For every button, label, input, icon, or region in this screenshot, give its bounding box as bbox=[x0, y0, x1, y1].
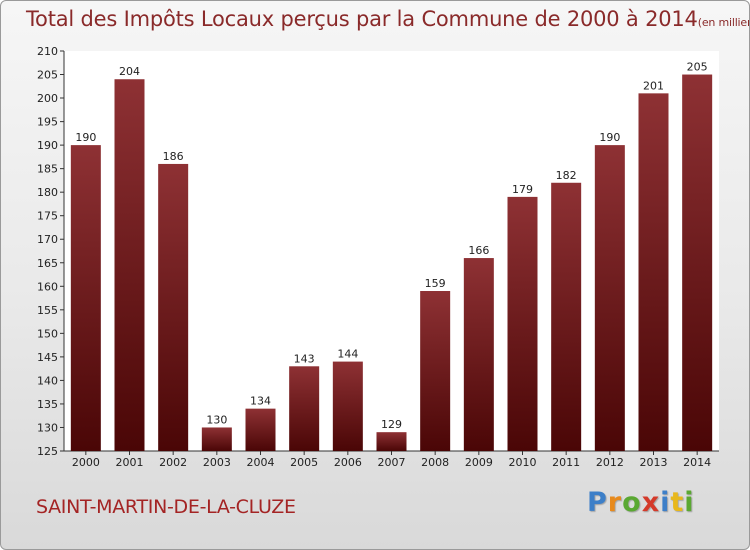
data-label: 144 bbox=[337, 348, 358, 361]
bar bbox=[201, 427, 232, 451]
y-tick-label: 175 bbox=[37, 210, 58, 223]
bar bbox=[638, 93, 669, 452]
x-tick-label: 2007 bbox=[378, 456, 406, 469]
data-label: 134 bbox=[250, 395, 271, 408]
y-tick-label: 125 bbox=[37, 445, 58, 458]
x-tick-label: 2003 bbox=[203, 456, 231, 469]
y-tick-label: 155 bbox=[37, 304, 58, 317]
bar bbox=[420, 291, 451, 451]
x-tick-label: 2001 bbox=[116, 456, 144, 469]
y-tick-label: 160 bbox=[37, 280, 58, 293]
bar bbox=[594, 145, 625, 451]
x-tick-label: 2009 bbox=[465, 456, 493, 469]
y-tick-label: 145 bbox=[37, 351, 58, 364]
y-tick-label: 135 bbox=[37, 398, 58, 411]
data-label: 201 bbox=[643, 79, 664, 92]
bar bbox=[507, 196, 538, 451]
y-tick-label: 190 bbox=[37, 139, 58, 152]
logo-letter: o bbox=[622, 487, 642, 518]
y-tick-label: 205 bbox=[37, 69, 58, 82]
y-tick-label: 140 bbox=[37, 374, 58, 387]
bar bbox=[289, 366, 320, 451]
bar bbox=[551, 182, 582, 451]
x-tick-label: 2010 bbox=[509, 456, 537, 469]
x-tick-label: 2008 bbox=[421, 456, 449, 469]
y-tick-label: 170 bbox=[37, 233, 58, 246]
data-label: 205 bbox=[687, 61, 708, 74]
bar bbox=[245, 408, 276, 451]
bar bbox=[463, 258, 494, 451]
bar bbox=[682, 74, 713, 451]
data-label: 190 bbox=[75, 131, 96, 144]
data-label: 190 bbox=[599, 131, 620, 144]
data-label: 182 bbox=[556, 169, 577, 182]
chart-title: Total des Impôts Locaux perçus par la Co… bbox=[26, 7, 749, 31]
y-tick-label: 180 bbox=[37, 186, 58, 199]
data-label: 179 bbox=[512, 183, 533, 196]
x-tick-label: 2013 bbox=[640, 456, 668, 469]
bar bbox=[332, 361, 363, 451]
x-tick-label: 2006 bbox=[334, 456, 362, 469]
x-tick-label: 2000 bbox=[72, 456, 100, 469]
data-label: 159 bbox=[425, 277, 446, 290]
logo-letter: P bbox=[587, 487, 608, 518]
x-tick-label: 2002 bbox=[159, 456, 187, 469]
y-tick-label: 185 bbox=[37, 163, 58, 176]
data-label: 204 bbox=[119, 65, 140, 78]
y-tick-label: 200 bbox=[37, 92, 58, 105]
data-label: 186 bbox=[163, 150, 184, 163]
commune-name: SAINT-MARTIN-DE-LA-CLUZE bbox=[36, 496, 296, 518]
y-tick-label: 130 bbox=[37, 421, 58, 434]
x-tick-label: 2012 bbox=[596, 456, 624, 469]
logo-letter: i bbox=[660, 487, 671, 518]
y-tick-label: 165 bbox=[37, 257, 58, 270]
logo-letter: x bbox=[641, 487, 661, 518]
logo-letter: t bbox=[670, 487, 685, 518]
logo-letter: i bbox=[684, 487, 695, 518]
proxiti-logo: Proxiti bbox=[587, 487, 695, 518]
x-tick-label: 2014 bbox=[683, 456, 711, 469]
data-label: 129 bbox=[381, 418, 402, 431]
logo-letter: r bbox=[607, 487, 623, 518]
title-unit: (en milliers d'€) bbox=[697, 16, 749, 29]
data-label: 166 bbox=[468, 244, 489, 257]
y-tick-label: 210 bbox=[37, 45, 58, 58]
bar bbox=[158, 163, 189, 452]
bar bbox=[70, 145, 101, 451]
bar bbox=[376, 432, 407, 451]
title-text: Total des Impôts Locaux perçus par la Co… bbox=[26, 7, 698, 31]
x-tick-label: 2011 bbox=[552, 456, 580, 469]
bar bbox=[114, 79, 145, 451]
y-tick-label: 195 bbox=[37, 116, 58, 129]
data-label: 130 bbox=[206, 413, 227, 426]
data-label: 143 bbox=[294, 352, 315, 365]
x-tick-label: 2004 bbox=[247, 456, 275, 469]
y-tick-label: 150 bbox=[37, 327, 58, 340]
x-tick-label: 2005 bbox=[290, 456, 318, 469]
